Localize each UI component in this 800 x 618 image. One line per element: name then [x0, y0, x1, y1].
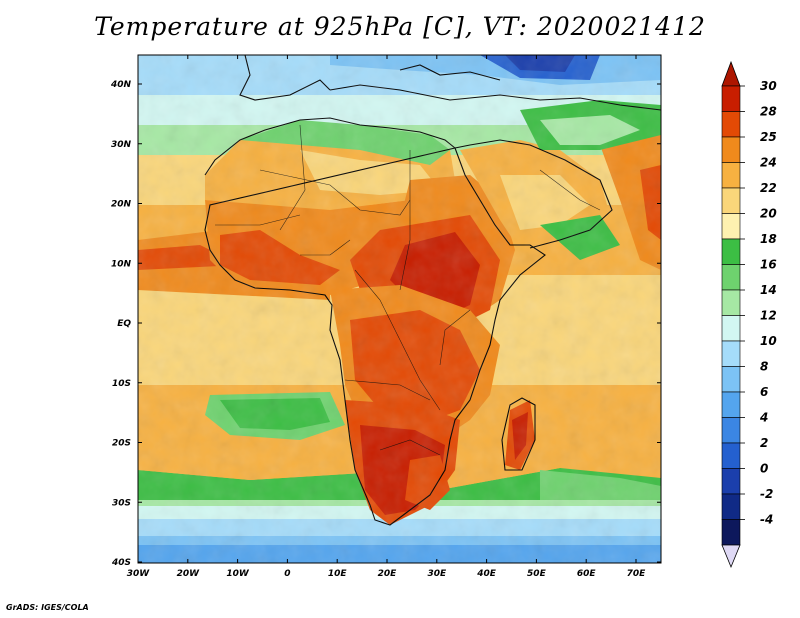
lat-label: 20N — [111, 200, 132, 210]
colorbar-label: 6 — [760, 385, 768, 399]
credit-label: GrADS: IGES/COLA — [6, 603, 89, 612]
colorbar-swatch — [721, 366, 741, 393]
colorbar-label: 12 — [760, 309, 777, 323]
plot-frame — [137, 54, 662, 564]
colorbar-swatch — [721, 340, 741, 367]
colorbar-label: 20 — [760, 207, 777, 221]
lat-label: 30N — [111, 140, 132, 150]
colorbar-swatch — [721, 85, 741, 112]
colorbar-swatch — [721, 136, 741, 163]
colorbar-label: 2 — [760, 436, 768, 450]
colorbar-label: 22 — [760, 181, 777, 195]
lon-label: 20W — [177, 569, 201, 579]
colorbar-swatch — [721, 468, 741, 495]
colorbar-over-triangle — [721, 60, 741, 87]
lon-label: 0 — [284, 569, 290, 579]
lat-label: 40N — [110, 80, 132, 90]
lat-label: 10N — [111, 259, 132, 269]
colorbar-label: 30 — [760, 79, 777, 93]
colorbar-label: 16 — [760, 258, 777, 272]
lat-label: 30S — [112, 498, 131, 508]
colorbar-swatch — [721, 187, 741, 214]
lon-label: 20E — [378, 569, 398, 579]
colorbar-swatch — [721, 315, 741, 342]
lon-label: 40E — [476, 569, 497, 579]
colorbar-swatch — [721, 442, 741, 469]
lon-label: 70E — [627, 569, 647, 579]
colorbar-label: -4 — [760, 513, 773, 527]
colorbar-under-triangle — [721, 544, 741, 569]
colorbar-swatch — [721, 238, 741, 265]
lon-label: 30E — [427, 569, 447, 579]
lat-label: 40S — [111, 558, 131, 568]
colorbar-swatch — [721, 493, 741, 520]
colorbar-label: 24 — [760, 156, 777, 170]
colorbar-swatch — [721, 289, 741, 316]
colorbar-label: 8 — [760, 360, 768, 374]
colorbar-label: 18 — [760, 232, 777, 246]
colorbar-label: 25 — [760, 130, 777, 144]
colorbar-swatch — [721, 391, 741, 418]
lon-label: 30W — [127, 569, 151, 579]
colorbar-swatch — [721, 519, 741, 546]
map-title: Temperature at 925hPa [C], VT: 202002141… — [94, 12, 706, 41]
latitude-axis: 40N 30N 20N 10N EQ 10S 20S 30S 40S — [110, 80, 661, 568]
colorbar-swatch — [721, 111, 741, 138]
colorbar-swatch — [721, 213, 741, 240]
colorbar-label: 0 — [760, 462, 768, 476]
longitude-axis: 30W 20W 10W 0 10E 20E 30E 40E 50E 60E 70E — [127, 55, 646, 579]
lat-label: EQ — [117, 319, 131, 329]
colorbar-label: 28 — [760, 105, 777, 119]
colorbar-label: 14 — [760, 283, 777, 297]
colorbar-label: -2 — [760, 487, 773, 501]
lat-label: 20S — [112, 439, 131, 449]
lon-label: 50E — [527, 569, 547, 579]
lon-label: 10W — [226, 569, 250, 579]
lon-label: 10E — [328, 569, 348, 579]
colorbar-label: 10 — [760, 334, 777, 348]
colorbar-swatch — [721, 264, 741, 291]
colorbar-swatch — [721, 162, 741, 189]
lat-label: 10S — [112, 379, 131, 389]
colorbar-swatch — [721, 417, 741, 444]
colorbar-label: 4 — [759, 411, 768, 425]
lon-label: 60E — [577, 569, 597, 579]
